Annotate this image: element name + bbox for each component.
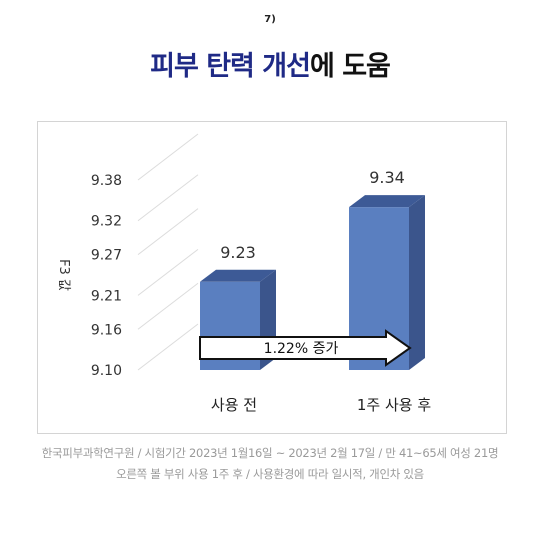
category-label: 1주 사용 후: [357, 396, 431, 414]
bar-side: [409, 195, 425, 370]
y-guide-line: [137, 174, 199, 222]
footnote-conditions: 오른쪽 볼 부위 사용 1주 후 / 사용환경에 따라 일시적, 개인차 있음: [116, 467, 424, 481]
y-guide-line: [137, 133, 199, 181]
title-rest: 에 도움: [309, 51, 391, 82]
y-tick-label: 9.10: [91, 363, 122, 379]
bar-chart: 9.38 9.32 9.27 9.21 9.16 9.10 F3 값 9.23 사용 전 9.3…: [56, 133, 431, 414]
chart-frame: 9.38 9.32 9.27 9.21 9.16 9.10 F3 값 9.23 사용 전 9.3…: [37, 121, 507, 434]
bar-top: [349, 195, 425, 208]
bar-top: [200, 269, 276, 282]
bar: 9.23 사용 전: [200, 243, 276, 414]
y-tick-label: 9.21: [91, 288, 122, 304]
category-label: 사용 전: [211, 396, 257, 414]
footnote-source: 한국피부과학연구원 / 시험기간 2023년 1월16일 ~ 2023년 2월 …: [41, 446, 499, 460]
y-axis-label: F3 값: [56, 259, 71, 291]
data-label: 9.23: [220, 243, 256, 262]
y-tick-label: 9.16: [91, 322, 122, 338]
y-tick-label: 9.27: [91, 248, 122, 264]
bar: 9.34 1주 사용 후: [349, 168, 431, 414]
page-title: 피부 탄력 개선에 도움: [0, 44, 540, 83]
y-guide-line: [137, 208, 199, 256]
y-guide-line: [137, 282, 199, 330]
y-guide-line: [137, 248, 199, 296]
annotation-arrow: [199, 329, 412, 367]
footnote-marker: 7): [264, 14, 276, 25]
annotation-label: 1.22% 증가: [264, 341, 339, 357]
y-guide-line: [137, 323, 199, 371]
y-tick-label: 9.32: [91, 214, 122, 230]
title-accent: 피부 탄력 개선: [150, 51, 311, 82]
y-tick-label: 9.38: [91, 173, 122, 189]
data-label: 9.34: [369, 168, 405, 187]
